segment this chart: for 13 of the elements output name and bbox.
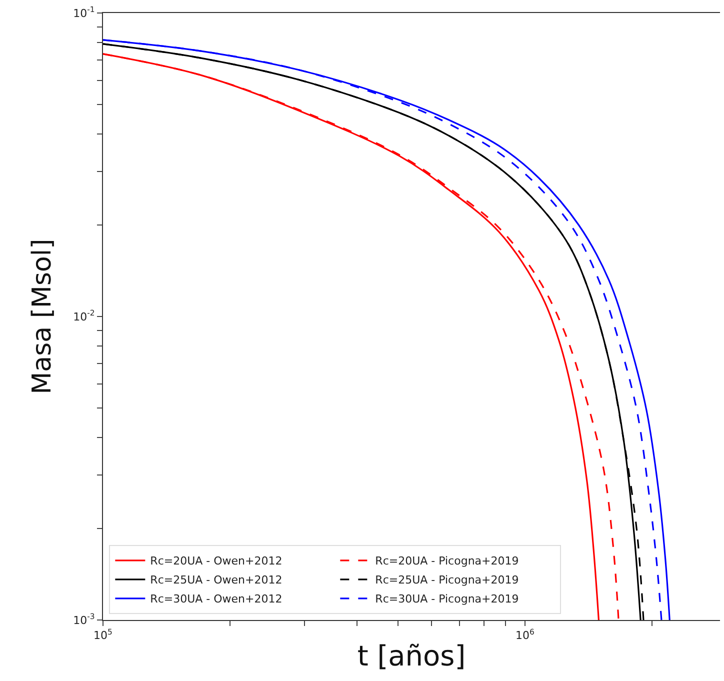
legend-label: Rc=20UA - Picogna+2019 xyxy=(375,554,519,568)
y-tick-label: 10$^{-1}$ xyxy=(73,5,95,20)
legend-label: Rc=25UA - Owen+2012 xyxy=(150,574,282,587)
legend-label: Rc=30UA - Picogna+2019 xyxy=(375,592,519,606)
legend-label: Rc=25UA - Picogna+2019 xyxy=(375,574,519,587)
x-tick-label: 10$^{6}$ xyxy=(515,628,534,642)
legend-label: Rc=20UA - Owen+2012 xyxy=(150,554,282,568)
legend-label: Rc=30UA - Owen+2012 xyxy=(150,592,282,606)
x-axis-title: t [años] xyxy=(357,639,466,672)
y-tick-label: 10$^{-3}$ xyxy=(73,612,95,627)
y-axis-title: Masa [Msol] xyxy=(28,238,58,394)
x-tick-label: 10$^{5}$ xyxy=(94,628,113,642)
y-tick-label: 10$^{-2}$ xyxy=(73,308,95,324)
